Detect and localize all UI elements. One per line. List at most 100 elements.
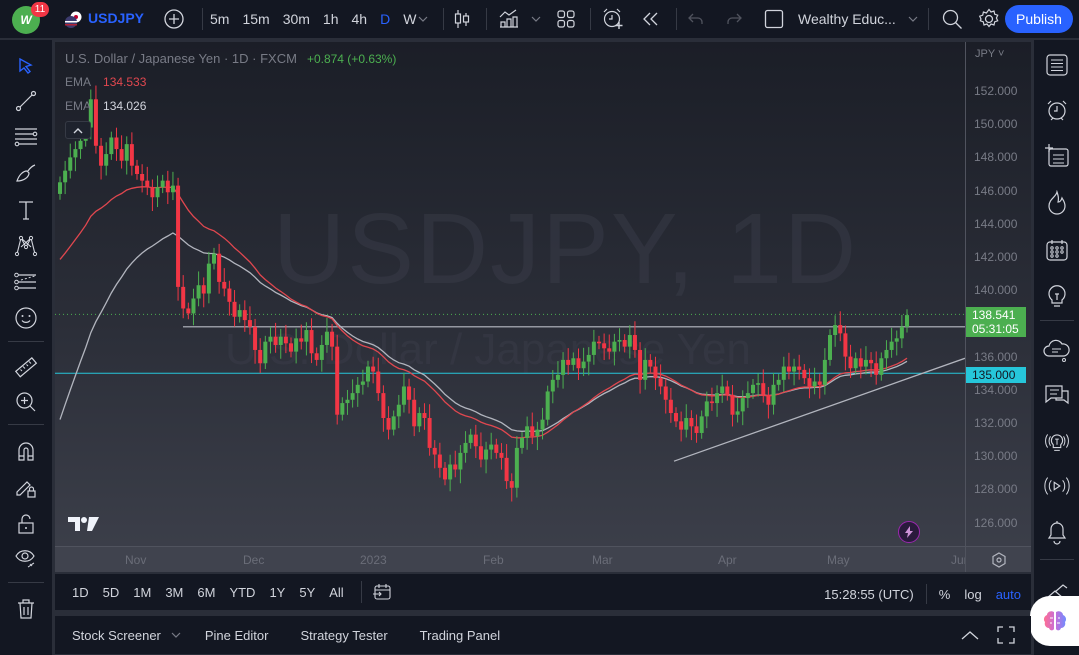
ideas-button[interactable] [1043, 282, 1071, 310]
candle-body [889, 341, 894, 350]
interval-5m[interactable]: 5m [210, 11, 230, 27]
publish-button[interactable]: Publish [1005, 5, 1073, 33]
fullscreen-checkbox-icon[interactable] [764, 9, 784, 29]
trend-line-tool[interactable] [13, 88, 39, 114]
forecast-tool[interactable] [13, 269, 39, 295]
hotlists-button[interactable] [1043, 189, 1071, 217]
divider [202, 8, 203, 30]
pattern-tool[interactable] [13, 233, 39, 259]
chats-button[interactable] [1043, 337, 1071, 365]
candle-body [484, 449, 489, 460]
range-ytd[interactable]: YTD [229, 584, 256, 600]
replay-icon[interactable] [642, 11, 660, 27]
indicators-icon[interactable] [498, 8, 520, 30]
trash-icon [18, 599, 34, 619]
price-scale[interactable]: JPY ˅ 152.000 150.000 148.000 146.000 144.00… [965, 42, 1031, 546]
tab-trading-panel[interactable]: Trading Panel [419, 627, 501, 643]
goto-date-icon[interactable] [372, 583, 392, 601]
time-scale[interactable]: Nov Dec 2023 Feb Mar Apr May Jun [55, 546, 1031, 572]
range-1m[interactable]: 1M [133, 584, 152, 600]
ema-slow-legend[interactable]: EMA 134.026 [65, 99, 146, 113]
cursor-tool[interactable] [13, 53, 39, 79]
magnet-tool[interactable] [13, 438, 39, 464]
chart-pane[interactable]: USDJPY, 1D U.S. Dollar / Japanese Yen U.… [55, 42, 1031, 572]
zoom-in-tool[interactable] [13, 389, 39, 415]
collapse-panel-button[interactable] [1043, 578, 1071, 606]
interval-30m[interactable]: 30m [282, 11, 310, 27]
range-1d[interactable]: 1D [72, 584, 89, 600]
chevron-up-icon [73, 127, 83, 133]
candlestick-plot[interactable] [55, 42, 965, 546]
notifications-button[interactable] [1043, 518, 1071, 546]
interval-4h[interactable]: 4h [351, 11, 368, 27]
emoji-tool[interactable] [13, 305, 39, 331]
price-label: 140.000 [974, 283, 1018, 298]
calendar-button[interactable] [1043, 236, 1071, 264]
candle-body [165, 180, 170, 193]
measure-tool[interactable] [13, 355, 39, 381]
auto-scale-toggle[interactable]: auto [995, 586, 1021, 602]
brush-tool[interactable] [13, 160, 39, 186]
candle-body [68, 157, 73, 171]
watchlist-button[interactable] [1043, 51, 1071, 79]
tab-strategy-tester[interactable]: Strategy Tester [300, 627, 388, 643]
undo-icon[interactable] [688, 12, 704, 26]
text-tool[interactable] [13, 197, 39, 223]
remove-drawings-tool[interactable] [13, 596, 39, 622]
settings-gear-icon[interactable] [978, 8, 1000, 30]
chevron-down-icon[interactable] [418, 15, 428, 23]
range-all[interactable]: All [329, 584, 344, 600]
legend-collapse-button[interactable] [65, 121, 91, 139]
candle-body [160, 180, 165, 188]
lock-drawing-tool[interactable] [13, 474, 39, 500]
series-title[interactable]: U.S. Dollar / Japanese Yen · 1D · FXCM [65, 51, 297, 66]
interval-w[interactable]: W [403, 11, 417, 27]
redo-icon[interactable] [726, 12, 742, 26]
tab-pine-editor[interactable]: Pine Editor [204, 627, 269, 643]
layout-grid-icon[interactable] [556, 9, 576, 29]
chevron-up-icon[interactable] [960, 629, 980, 641]
fib-tool[interactable] [13, 124, 39, 150]
range-6m[interactable]: 6M [197, 584, 216, 600]
log-scale-toggle[interactable]: log [964, 586, 982, 602]
interval-1h[interactable]: 1h [322, 11, 339, 27]
alarm-add-icon[interactable] [601, 7, 625, 31]
chart-settings-button[interactable] [965, 547, 1031, 572]
bar-countdown: 05:31:05 [972, 322, 1019, 336]
percent-scale-toggle[interactable]: % [938, 586, 951, 602]
messages-button[interactable] [1043, 382, 1071, 410]
currency-selector[interactable]: JPY ˅ [975, 48, 1005, 60]
candle-body [407, 386, 412, 400]
maximize-icon[interactable] [997, 626, 1015, 644]
range-5y[interactable]: 5Y [299, 584, 316, 600]
interval-d[interactable]: D [380, 11, 391, 27]
utc-clock[interactable]: 15:28:55 (UTC) [824, 586, 914, 602]
candle-body [212, 253, 216, 264]
chevron-down-icon[interactable] [171, 631, 181, 639]
layout-name-button[interactable]: Wealthy Educ... [798, 11, 896, 27]
hide-drawings-tool[interactable] [13, 545, 39, 571]
candles-chart-type-icon[interactable] [452, 9, 472, 29]
range-5d[interactable]: 5D [102, 584, 120, 600]
range-1y[interactable]: 1Y [269, 584, 286, 600]
lock-all-tool[interactable] [13, 511, 39, 537]
tradingview-logo-icon[interactable] [67, 515, 101, 533]
tab-stock-screener[interactable]: Stock Screener [55, 628, 189, 643]
symbol-search-button[interactable]: USDJPY [88, 10, 145, 26]
events-lightning-button[interactable] [898, 521, 920, 543]
minds-button[interactable] [1043, 427, 1071, 455]
chevron-down-icon[interactable] [531, 15, 541, 23]
alerts-button[interactable] [1043, 96, 1071, 124]
compare-symbol-button[interactable] [163, 8, 185, 30]
candle-body [632, 335, 637, 350]
ema-fast-legend[interactable]: EMA 134.533 [65, 75, 146, 89]
search-icon[interactable] [941, 8, 963, 30]
candle-body [458, 452, 463, 470]
calendar-icon [1046, 240, 1068, 261]
interval-15m[interactable]: 15m [242, 11, 270, 27]
chevron-down-icon[interactable] [908, 15, 918, 23]
range-3m[interactable]: 3M [165, 584, 184, 600]
object-tree-button[interactable] [1043, 141, 1071, 169]
streams-button[interactable] [1043, 472, 1071, 500]
ai-assistant-button[interactable] [1030, 596, 1079, 646]
